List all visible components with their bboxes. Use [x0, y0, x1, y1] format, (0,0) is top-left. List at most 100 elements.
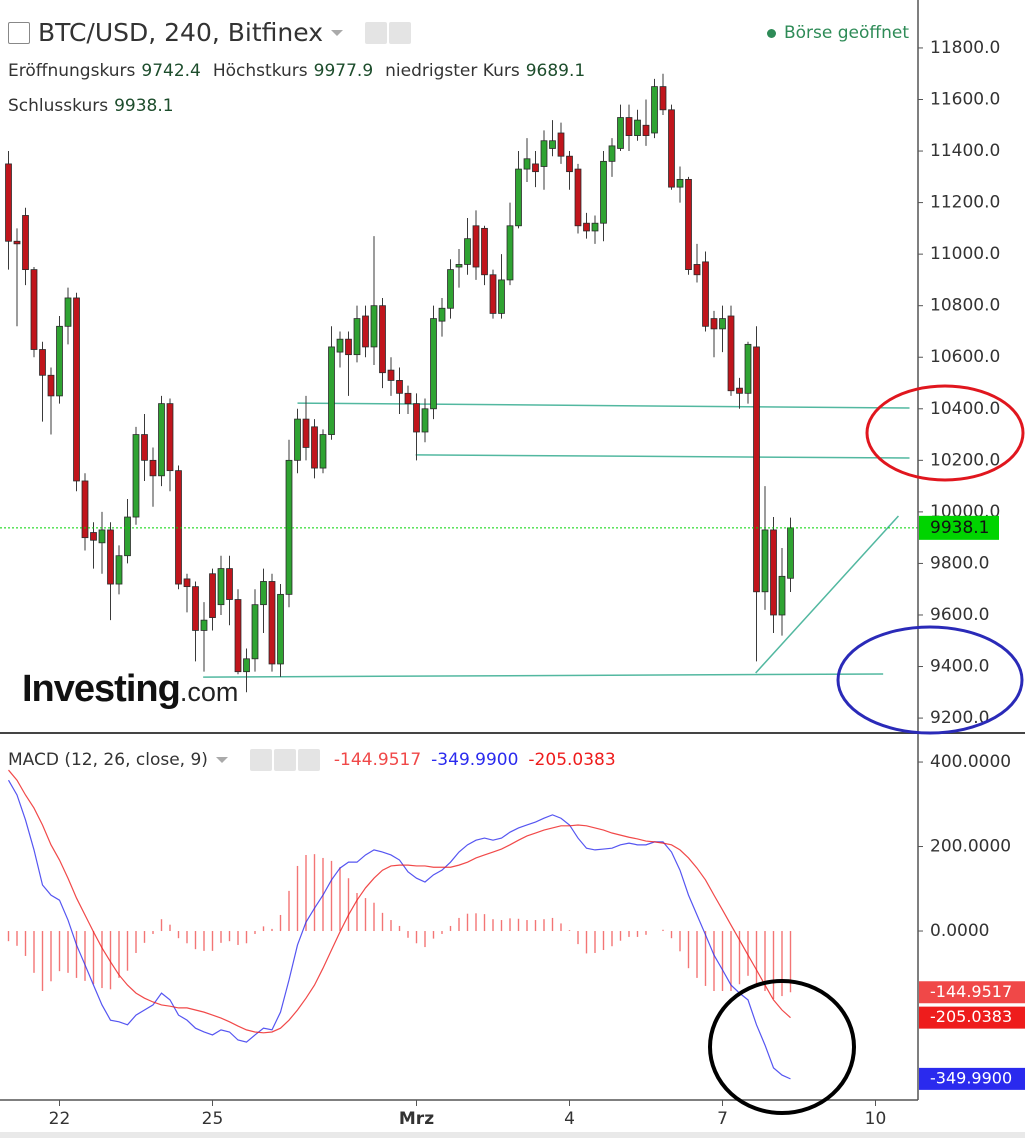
candle-body: [39, 349, 46, 376]
candle-body: [787, 527, 794, 579]
candle-body: [744, 343, 752, 394]
value-tag: [919, 1006, 1025, 1029]
candle-body: [311, 426, 318, 469]
candle-body: [447, 269, 454, 309]
indicator-values: -144.9517 -349.9900 -205.0383: [334, 750, 616, 770]
y-tick-label: 10600.0: [930, 347, 1000, 367]
candle-body: [676, 178, 684, 188]
candle-body: [379, 305, 386, 374]
ohlc-value: 9742.4: [141, 61, 201, 81]
candle-body: [574, 168, 582, 227]
candle-body: [438, 307, 446, 322]
candle-body: [506, 225, 514, 281]
candle-body: [217, 568, 225, 606]
candle-body: [566, 155, 573, 173]
trend-line: [415, 454, 910, 459]
candle-body: [481, 227, 488, 276]
candle-body: [124, 516, 131, 557]
candle-body: [659, 86, 667, 111]
candle-body: [489, 274, 497, 314]
candle-body: [600, 160, 607, 224]
candle-body: [302, 418, 310, 448]
candle-body: [651, 86, 658, 134]
candle-body: [498, 279, 505, 314]
y-tick-label: 11200.0: [930, 193, 1000, 213]
candle-body: [251, 604, 259, 660]
candle-body: [532, 163, 539, 173]
ohlc-label: niedrigster Kurs: [385, 61, 520, 81]
visibility-button[interactable]: [365, 21, 387, 44]
settings-button[interactable]: [273, 749, 296, 771]
x-tick-label: Mrz: [399, 1109, 434, 1129]
candle-body: [328, 346, 335, 435]
watermark: Investing.com: [22, 668, 238, 711]
candle-body: [5, 163, 12, 242]
candle-body: [727, 315, 735, 392]
x-tick-label: 7: [717, 1109, 728, 1129]
ohlc-readout: Schlusskurs 9938.1: [8, 96, 180, 116]
visibility-button[interactable]: [249, 749, 272, 771]
symbol-icon[interactable]: [8, 21, 30, 44]
dropdown[interactable]: [331, 29, 343, 36]
watermark-brand: Investing: [22, 668, 181, 710]
y-tick-label: 9600.0: [930, 605, 989, 625]
y-tick-label: 11400.0: [930, 141, 1000, 161]
last-price-label: 9938.1: [930, 518, 989, 538]
candle-body: [685, 178, 692, 271]
ohlc-value: 9689.1: [525, 61, 586, 81]
candle-body: [183, 578, 191, 588]
remove-button[interactable]: [297, 749, 320, 771]
candle-body: [617, 117, 624, 149]
candle-body: [710, 318, 718, 330]
ohlc-label: Schlusskurs: [8, 96, 109, 116]
y-tick-label: 11600.0: [930, 89, 1000, 109]
indicator-line: [8, 769, 791, 1034]
candle-body: [141, 434, 148, 461]
candle-body: [387, 369, 395, 381]
indicator-value: -144.9517: [333, 750, 422, 770]
candle-body: [90, 532, 97, 541]
status-text: Börse geöffnet: [783, 23, 909, 43]
ohlc-value: 9977.9: [313, 61, 374, 81]
candle-body: [209, 573, 216, 618]
ohlc-value: 9938.1: [114, 96, 174, 116]
candle-body: [294, 418, 301, 461]
candle-body: [719, 318, 726, 330]
candle-body: [226, 568, 233, 600]
settings-button[interactable]: [389, 21, 411, 44]
candle-body: [472, 225, 480, 268]
x-tick-label: 4: [564, 1109, 575, 1129]
candle-body: [540, 140, 548, 167]
candle-body: [455, 264, 463, 268]
candle-body: [132, 434, 140, 518]
candle-body: [668, 109, 675, 188]
y-tick-label: 11000.0: [930, 244, 1000, 264]
dropdown[interactable]: [215, 757, 228, 763]
candle-body: [523, 158, 531, 170]
ohlc-label: Höchstkurs: [212, 61, 308, 81]
ohlc-label: Eröffnungskurs: [8, 61, 136, 81]
symbol-title: BTC/USD, 240, Bitfinex: [38, 18, 323, 47]
candle-body: [158, 403, 165, 477]
value-tag-label: -144.9517: [930, 982, 1012, 1001]
y-tick-label: 10800.0: [930, 296, 1000, 316]
x-tick-label: 22: [49, 1109, 71, 1129]
candle-body: [166, 403, 174, 472]
candle-body: [13, 240, 21, 245]
candle-body: [642, 124, 650, 136]
candle-body: [345, 338, 352, 356]
candle-body: [591, 222, 599, 232]
candle-body: [625, 117, 633, 136]
candle-body: [56, 325, 63, 397]
candle-body: [260, 581, 267, 606]
candle-body: [115, 555, 123, 585]
candle-body: [243, 658, 250, 673]
x-tick-label: 10: [865, 1109, 887, 1129]
candle-body: [47, 374, 55, 397]
value-tag-label: -205.0383: [930, 1007, 1012, 1026]
candle-body: [192, 586, 199, 631]
candle-body: [770, 529, 777, 616]
bottom-strip: [0, 1132, 1025, 1138]
